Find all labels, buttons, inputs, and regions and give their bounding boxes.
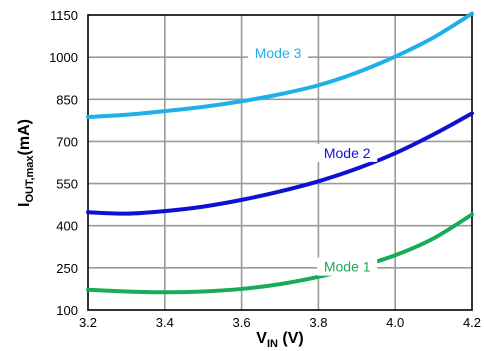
y-tick-labels: 100 250 400 550 700 850 1000 1150 [49,8,78,318]
grid-lines [88,15,472,310]
x-axis-title-sub: IN [267,338,278,350]
y-tick-label: 400 [56,219,78,234]
series-label-mode-2: Mode 2 [324,145,371,161]
series-label-bg-mode-1 [317,257,378,276]
y-axis-title-sub: OUT,max [24,155,36,203]
x-tick-labels: 3.2 3.4 3.6 3.8 4.0 4.2 [79,315,481,330]
y-tick-label: 1150 [50,8,78,23]
plot-frame [87,14,473,311]
series-label-mode-1: Mode 1 [324,259,371,275]
series-label-mode-3: Mode 3 [255,45,302,61]
x-tick-label: 3.6 [233,315,251,330]
series-line-mode-2 [86,111,474,216]
x-tick-label: 4.0 [386,315,404,330]
x-axis-title-unit: (V) [278,330,304,347]
series-line-mode-3 [86,11,474,119]
x-tick-label: 3.8 [309,315,327,330]
y-axis-title: IOUT,max(mA) [16,119,36,207]
x-axis-title: VIN (V) [256,330,303,350]
y-axis-title-main: I [16,203,33,207]
y-tick-label: 850 [56,92,78,107]
y-tick-label: 250 [56,261,78,276]
series-label-bg-mode-3 [248,44,309,63]
series-layer: Mode 1 Mode 2 Mode 3 [86,11,474,295]
series-line-mode-1 [86,212,474,295]
y-tick-label: 1000 [49,50,78,65]
x-tick-label: 3.4 [156,315,174,330]
y-tick-label: 700 [56,134,78,149]
y-tick-label: 100 [56,303,78,318]
y-axis-title-unit: (mA) [16,119,33,155]
series-label-bg-mode-2 [317,143,378,162]
x-tick-label: 3.2 [79,315,97,330]
x-axis-title-main: V [256,330,267,347]
y-tick-label: 550 [56,177,78,192]
x-tick-label: 4.2 [463,315,481,330]
